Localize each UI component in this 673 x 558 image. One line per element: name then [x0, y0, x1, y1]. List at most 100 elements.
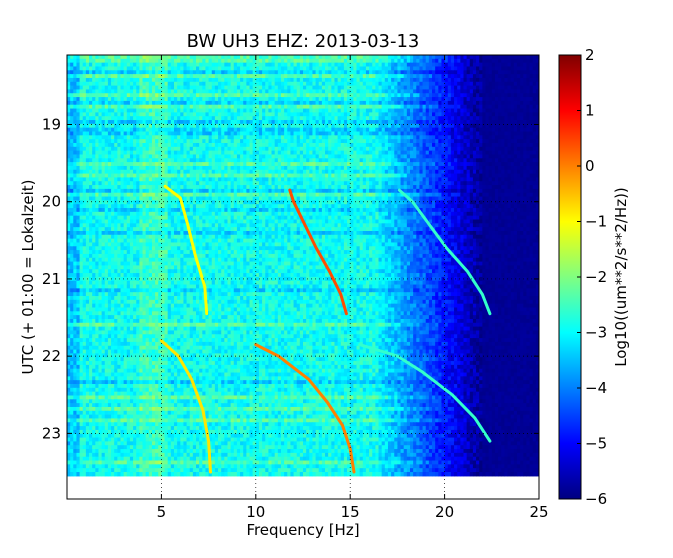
heatmap-cell [296, 85, 301, 91]
heatmap-cell [331, 120, 336, 125]
heatmap-cell [268, 77, 273, 83]
heatmap-cell [441, 66, 446, 71]
heatmap-cell [111, 62, 115, 68]
heatmap-cell [258, 93, 263, 98]
heatmap-cell [365, 97, 370, 102]
heatmap-cell [494, 55, 499, 60]
heatmap-cell [274, 81, 279, 87]
heatmap-cell [290, 81, 295, 87]
heatmap-cell [287, 89, 292, 94]
heatmap-cell [280, 158, 285, 163]
heatmap-cell [145, 62, 150, 68]
heatmap-cell [73, 104, 78, 110]
heatmap-cell [384, 154, 389, 159]
heatmap-cell [101, 70, 106, 75]
heatmap-cell [353, 58, 358, 64]
heatmap-cell [246, 158, 251, 163]
heatmap-cell [494, 150, 499, 156]
heatmap-cell [268, 112, 273, 117]
heatmap-cell [214, 100, 219, 106]
heatmap-cell [463, 131, 468, 136]
heatmap-cell [501, 77, 505, 83]
heatmap-cell [98, 100, 103, 106]
heatmap-cell [419, 66, 424, 71]
heatmap-cell [293, 89, 298, 94]
heatmap-cell [293, 116, 298, 121]
heatmap-cell [321, 116, 326, 121]
heatmap-cell [397, 127, 402, 133]
heatmap-cell [372, 97, 376, 102]
heatmap-cell [501, 135, 505, 140]
heatmap-cell [532, 104, 537, 110]
heatmap-cell [450, 150, 455, 156]
heatmap-cell [186, 97, 191, 102]
heatmap-cell [287, 139, 292, 144]
heatmap-cell [337, 131, 342, 136]
heatmap-cell [435, 62, 439, 68]
heatmap-cell [255, 55, 260, 60]
heatmap-cell [277, 58, 282, 64]
heatmap-cell [447, 77, 452, 83]
heatmap-cell [387, 62, 392, 68]
heatmap-cell [120, 139, 125, 144]
heatmap-cell [416, 146, 421, 152]
heatmap-cell [67, 112, 71, 117]
heatmap-cell [98, 150, 103, 156]
heatmap-cell [491, 55, 496, 60]
heatmap-cell [85, 146, 90, 152]
heatmap-cell [432, 93, 436, 98]
heatmap-cell [419, 55, 424, 60]
heatmap-cell [104, 58, 109, 64]
heatmap-cell [76, 127, 81, 133]
heatmap-cell [321, 55, 326, 60]
heatmap-cell [240, 85, 244, 91]
heatmap-cell [454, 55, 458, 60]
heatmap-cell [145, 58, 150, 64]
heatmap-cell [365, 131, 370, 136]
heatmap-cell [280, 62, 285, 68]
heatmap-cell [306, 77, 310, 83]
heatmap-cell [186, 127, 191, 133]
heatmap-cell [224, 89, 229, 94]
heatmap-cell [139, 58, 144, 64]
heatmap-cell [303, 108, 307, 113]
heatmap-cell [369, 154, 373, 159]
heatmap-cell [356, 146, 361, 152]
heatmap-cell [148, 62, 153, 68]
heatmap-cell [372, 74, 376, 79]
heatmap-cell [287, 97, 292, 102]
heatmap-cell [472, 135, 477, 140]
heatmap-cell [293, 58, 298, 64]
heatmap-cell [409, 127, 414, 133]
heatmap-cell [82, 154, 87, 159]
heatmap-cell [85, 100, 90, 106]
heatmap-cell [218, 100, 222, 106]
heatmap-cell [520, 66, 524, 71]
heatmap-cell [340, 104, 345, 110]
heatmap-cell [450, 139, 455, 144]
heatmap-cell [202, 146, 207, 152]
heatmap-cell [136, 146, 140, 152]
heatmap-cell [309, 77, 314, 83]
heatmap-cell [274, 74, 279, 79]
heatmap-cell [337, 146, 342, 152]
heatmap-cell [419, 74, 424, 79]
heatmap-cell [416, 139, 421, 144]
heatmap-cell [535, 139, 539, 144]
heatmap-cell [230, 89, 235, 94]
heatmap-cell [309, 70, 314, 75]
heatmap-cell [271, 120, 276, 125]
heatmap-cell [394, 120, 398, 125]
heatmap-cell [397, 116, 402, 121]
heatmap-cell [236, 104, 241, 110]
heatmap-cell [444, 139, 449, 144]
heatmap-cell [120, 89, 125, 94]
heatmap-cell [303, 131, 307, 136]
heatmap-cell [258, 89, 263, 94]
heatmap-cell [202, 158, 207, 163]
heatmap-cell [123, 154, 128, 159]
heatmap-cell [173, 66, 178, 71]
heatmap-cell [136, 154, 140, 159]
heatmap-cell [277, 81, 282, 87]
heatmap-cell [476, 150, 480, 156]
